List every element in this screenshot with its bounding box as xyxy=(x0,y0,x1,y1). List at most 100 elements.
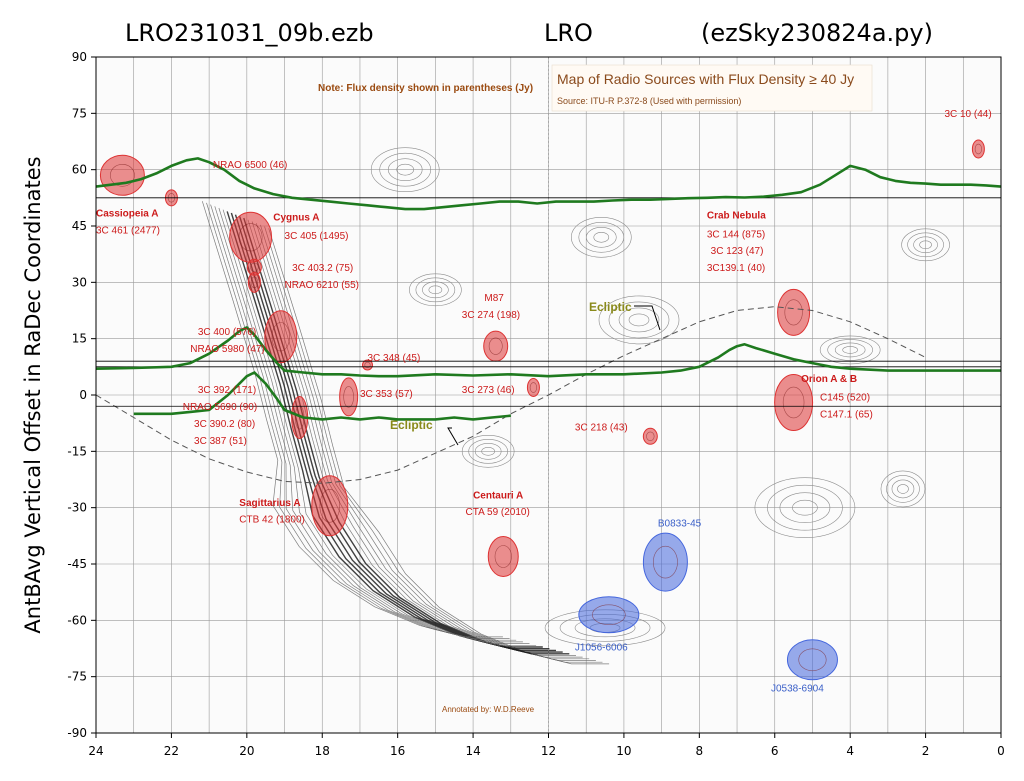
source-label: Orion A & B xyxy=(801,374,857,385)
radio-source-blob xyxy=(642,532,688,592)
sky-contour-ring xyxy=(834,342,866,358)
radio-source-core xyxy=(494,545,512,568)
galactic-plane-contour xyxy=(214,206,523,643)
radio-source-core xyxy=(782,386,805,419)
sky-contour-ring xyxy=(779,492,831,523)
sky-contour-ring xyxy=(422,281,449,299)
x-tick-label: 20 xyxy=(239,744,254,758)
sky-contour-ring xyxy=(618,307,660,333)
source-label: M87 xyxy=(484,293,504,304)
radio-source-blob xyxy=(247,271,261,293)
galactic-plane-contour xyxy=(201,201,503,638)
source-label: Sagittarius A xyxy=(239,498,300,509)
radio-source-blob xyxy=(339,377,359,417)
x-axis: 24 22 20 18 16 14 12 10 8 6 4 2 0 xyxy=(88,733,1005,758)
radio-source-blob xyxy=(578,596,640,634)
radio-source-core xyxy=(250,262,259,273)
sky-contour-ring xyxy=(379,152,432,187)
y-tick-label: -15 xyxy=(67,444,87,458)
y-axis-title: AntBAvg Vertical Offset in RaDec Coordin… xyxy=(21,156,45,633)
x-tick-label: 6 xyxy=(771,744,779,758)
source-label: 3C 274 (198) xyxy=(462,310,520,321)
galactic-plane-contour xyxy=(218,207,530,644)
radio-source-core xyxy=(798,648,827,672)
sky-contour-ring xyxy=(819,335,881,365)
source-label: 3C 348 (45) xyxy=(368,353,421,364)
radio-source-core xyxy=(646,431,655,442)
x-tick-label: 22 xyxy=(164,744,179,758)
y-tick-label: -45 xyxy=(67,557,87,571)
radio-source-blob xyxy=(362,359,373,371)
source-label: 3C 353 (57) xyxy=(360,389,413,400)
ecliptic-pointer-upper xyxy=(634,305,661,331)
y-tick-label: 75 xyxy=(72,106,87,120)
radio-source-blob xyxy=(264,310,298,364)
x-tick-label: 12 xyxy=(541,744,556,758)
sky-contour-ring xyxy=(901,228,950,262)
radio-source-core xyxy=(652,545,678,579)
sky-contour-ring xyxy=(792,499,818,516)
radio-source-blob xyxy=(99,154,145,196)
radio-source-blob xyxy=(483,330,509,362)
sky-contour-ring xyxy=(415,277,456,303)
source-label: 3C 273 (46) xyxy=(462,385,515,396)
source-label: 3C 392 (171) xyxy=(198,385,256,396)
y-tick-label: -60 xyxy=(67,613,87,627)
sky-contour-ring xyxy=(396,163,415,176)
baseline-lines xyxy=(96,197,1001,407)
source-label: Cygnus A xyxy=(273,212,319,223)
radio-source-core xyxy=(343,386,354,408)
radio-source-core xyxy=(271,322,290,352)
source-label: 3C 403.2 (75) xyxy=(292,263,353,274)
source-label: 3C 461 (2477) xyxy=(96,226,160,237)
map-note: Note: Flux density shown in parentheses … xyxy=(318,83,533,94)
radio-source-core xyxy=(784,299,803,326)
source-label: 3C139.1 (40) xyxy=(707,263,765,274)
y-tick-label: 45 xyxy=(72,219,87,233)
x-tick-label: 0 xyxy=(997,744,1005,758)
galactic-plane-contour xyxy=(206,202,510,639)
source-label: CTB 42 (1800) xyxy=(239,515,305,526)
y-tick-label: 60 xyxy=(72,163,87,177)
header-station: LRO xyxy=(544,19,593,47)
galactic-plane-contour xyxy=(226,211,543,648)
source-label: NRAO 5980 (47) xyxy=(190,344,264,355)
y-tick-label: -30 xyxy=(67,501,87,515)
radio-source-blob xyxy=(777,288,811,336)
ecliptic-curve xyxy=(95,305,926,484)
sky-contour-ring xyxy=(907,232,944,258)
series-line xyxy=(95,157,1002,211)
sky-contour-ring xyxy=(767,484,843,531)
sky-contour-ring xyxy=(913,236,938,254)
source-label: NRAO 5690 (90) xyxy=(183,402,257,413)
sky-contour-ring xyxy=(608,301,670,339)
source-label: 3C 218 (43) xyxy=(575,423,628,434)
data-series xyxy=(95,157,1002,421)
radio-source-blob xyxy=(229,211,273,263)
source-label: 3C 10 (44) xyxy=(944,109,991,120)
radio-source-blob xyxy=(311,475,349,537)
y-tick-label: 30 xyxy=(72,275,87,289)
source-label: NRAO 6210 (55) xyxy=(285,280,359,291)
sky-contour-ring xyxy=(628,313,650,327)
galactic-plane-contour xyxy=(268,228,610,665)
source-label: C145 (520) xyxy=(820,393,870,404)
radio-source-core xyxy=(109,164,135,187)
x-tick-label: 2 xyxy=(922,744,930,758)
radio-source-blob xyxy=(971,139,985,159)
header-filename: LRO231031_09b.ezb xyxy=(125,19,374,47)
x-tick-label: 8 xyxy=(696,744,704,758)
map-title-box xyxy=(551,64,873,112)
radio-source-core xyxy=(238,223,263,252)
radio-source-blob xyxy=(642,427,658,445)
sky-contour-ring xyxy=(474,443,502,460)
source-label: Crab Nebula xyxy=(707,210,766,221)
source-label: 3C 400 (576) xyxy=(198,327,256,338)
y-tick-label: 0 xyxy=(79,388,87,402)
radio-source-core xyxy=(529,382,538,393)
map-title: Map of Radio Sources with Flux Density ≥… xyxy=(557,71,854,87)
source-label: Centauri A xyxy=(473,490,523,501)
x-tick-label: 18 xyxy=(315,744,330,758)
sky-contour-ring xyxy=(897,484,909,494)
